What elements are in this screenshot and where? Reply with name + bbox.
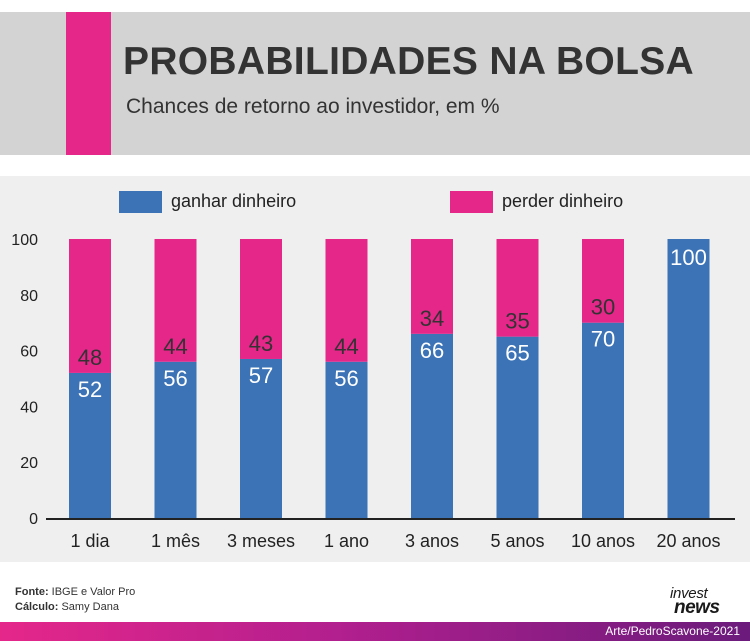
legend-label-1: perder dinheiro [502,191,623,211]
bar-perder [496,239,539,337]
logo-word-news: news [674,597,720,618]
x-tick-label: 1 ano [324,531,369,551]
calculation-label: Cálculo: [15,601,59,613]
x-tick-label: 1 dia [70,531,110,551]
data-label-ganhar: 52 [78,377,102,402]
x-tick-label: 3 meses [227,531,295,551]
bar-perder [240,239,282,359]
credit-bar [0,622,750,641]
logo-word-invest: invest [670,585,708,602]
stacked-bar-chart: ganhar dinheiro perder dinheiro 0 20 40 60 80 1… [11,191,735,551]
bar-ganhar [411,333,453,518]
bar-ganhar [325,361,368,518]
data-label-ganhar: 56 [163,366,187,391]
legend-swatch-1 [450,191,493,213]
bar-ganhar [582,322,624,518]
x-tick-label: 20 anos [656,531,720,551]
bar-ganhar [667,239,710,518]
calculation-line: Cálculo: Samy Dana [15,601,119,613]
y-tick-label: 0 [29,511,38,528]
data-label-perder: 44 [163,334,187,359]
bar-ganhar [240,358,282,518]
bar-perder [154,239,197,362]
data-label-perder: 43 [249,331,273,356]
bar-ganhar [154,361,197,518]
chart-subtitle: Chances de retorno ao investidor, em % [126,95,500,118]
legend-swatch-0 [119,191,162,213]
header-panel [0,12,750,155]
legend-label-0: ganhar dinheiro [171,191,296,211]
bar-perder [325,239,368,362]
bar-ganhar [69,372,111,518]
x-tick-label: 10 anos [571,531,635,551]
bar-perder [582,239,624,323]
data-label-ganhar: 100 [670,245,707,270]
y-tick-label: 80 [20,288,38,305]
data-label-ganhar: 65 [505,341,529,366]
data-label-perder: 44 [334,334,358,359]
y-tick-label: 40 [20,399,38,416]
y-tick-label: 20 [20,455,38,472]
data-label-ganhar: 56 [334,366,358,391]
bar-perder [411,239,453,334]
data-label-ganhar: 70 [591,327,615,352]
bar-perder [69,239,111,373]
x-tick-label: 3 anos [405,531,459,551]
y-tick-label: 100 [11,232,38,249]
data-label-perder: 34 [420,306,444,331]
calculation-value: Samy Dana [58,601,119,613]
footer [0,562,750,622]
investnews-logo: invest news [668,585,740,619]
x-tick-label: 1 mês [151,531,200,551]
chart-title: PROBABILIDADES NA BOLSA [123,40,694,83]
data-label-perder: 30 [591,295,615,320]
data-label-perder: 48 [78,345,102,370]
data-label-perder: 35 [505,309,529,334]
source-line: Fonte: IBGE e Valor Pro [15,586,135,598]
source-label: Fonte: [15,586,49,598]
credit-text: Arte/PedroScavone-2021 [605,624,740,638]
x-tick-label: 5 anos [490,531,544,551]
data-label-ganhar: 66 [420,338,444,363]
header-accent-bar [66,12,111,155]
chart-panel [0,176,750,562]
bar-ganhar [496,336,539,518]
y-tick-label: 60 [20,344,38,361]
source-value: IBGE e Valor Pro [48,586,136,598]
data-label-ganhar: 57 [249,363,273,388]
